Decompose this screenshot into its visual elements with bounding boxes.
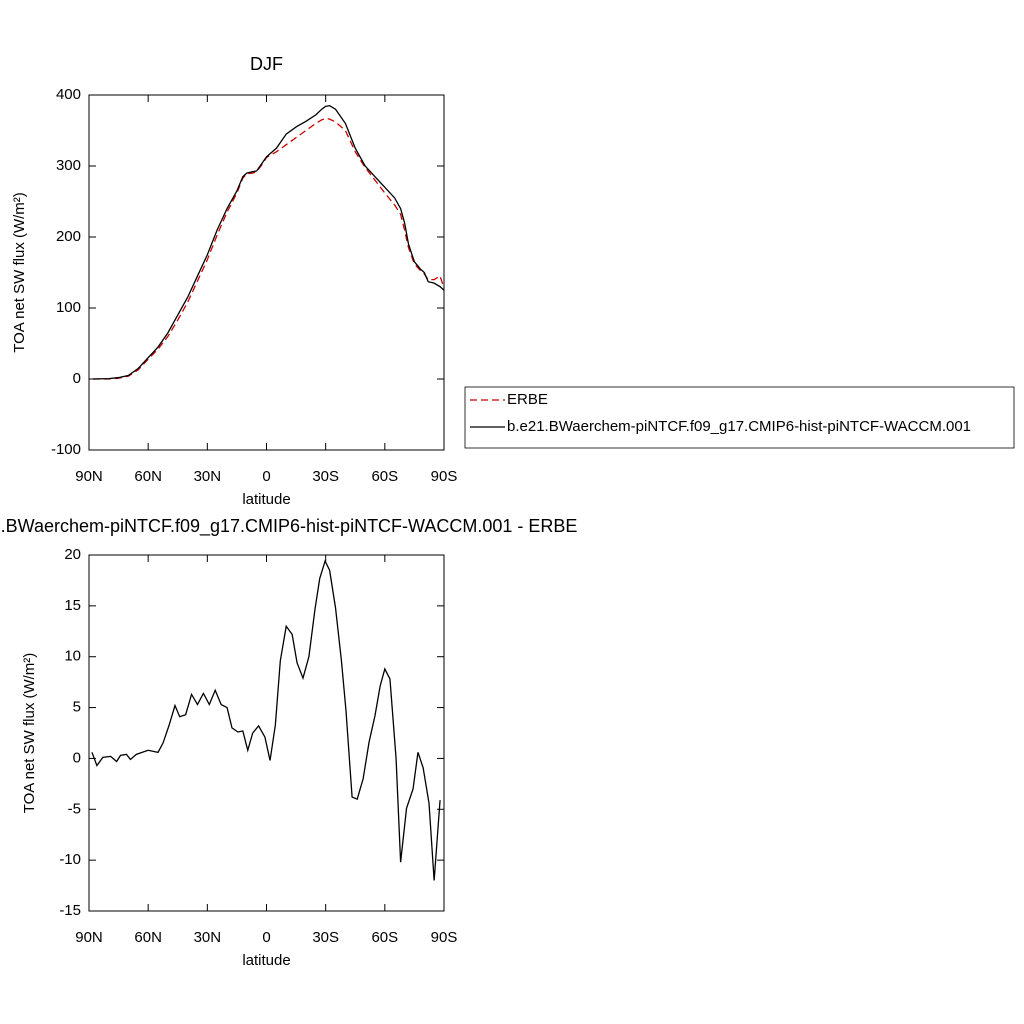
legend-label: ERBE <box>507 391 548 408</box>
y-tick-label: 20 <box>64 546 81 563</box>
x-tick-label: 30N <box>194 468 222 485</box>
x-axis-label: latitude <box>242 952 290 969</box>
y-tick-label: -5 <box>68 800 81 817</box>
y-tick-label: -10 <box>59 851 81 868</box>
x-tick-label: 90S <box>431 468 458 485</box>
x-tick-label: 60N <box>134 468 162 485</box>
y-tick-label: 5 <box>73 699 81 716</box>
x-tick-label: 90S <box>431 929 458 946</box>
legend-label: b.e21.BWaerchem-piNTCF.f09_g17.CMIP6-his… <box>507 418 971 435</box>
legend: ERBE b.e21.BWaerchem-piNTCF.f09_g17.CMIP6… <box>464 386 1015 449</box>
y-axis-label: TOA net SW flux (W/m²) <box>21 653 38 814</box>
legend-box <box>464 386 1015 449</box>
y-tick-label: -100 <box>51 441 81 458</box>
x-axis-label: latitude <box>242 491 290 508</box>
y-axis-label: TOA net SW flux (W/m²) <box>11 192 28 353</box>
x-tick-label: 0 <box>262 468 270 485</box>
y-tick-label: 300 <box>56 157 81 174</box>
data-line <box>91 559 441 881</box>
plot-frame <box>88 94 445 451</box>
chart-title: b.e21.BWaerchem-piNTCF.f09_g17.CMIP6-his… <box>0 516 577 537</box>
y-tick-label: 400 <box>56 86 81 103</box>
y-tick-label: 10 <box>64 648 81 665</box>
data-line <box>92 117 445 380</box>
x-tick-label: 60N <box>134 929 162 946</box>
y-tick-label: 0 <box>73 749 81 766</box>
x-tick-label: 0 <box>262 929 270 946</box>
x-tick-label: 90N <box>75 929 103 946</box>
plot-frame <box>88 554 445 912</box>
y-tick-label: 15 <box>64 597 81 614</box>
y-tick-label: 200 <box>56 228 81 245</box>
y-tick-label: 0 <box>73 370 81 387</box>
y-tick-label: -15 <box>59 902 81 919</box>
x-tick-label: 90N <box>75 468 103 485</box>
x-tick-label: 60S <box>371 468 398 485</box>
x-tick-label: 30S <box>312 929 339 946</box>
x-tick-label: 30S <box>312 468 339 485</box>
y-tick-label: 100 <box>56 299 81 316</box>
x-tick-label: 60S <box>371 929 398 946</box>
chart-title: DJF <box>250 54 283 74</box>
data-line <box>92 104 445 380</box>
x-tick-label: 30N <box>194 929 222 946</box>
